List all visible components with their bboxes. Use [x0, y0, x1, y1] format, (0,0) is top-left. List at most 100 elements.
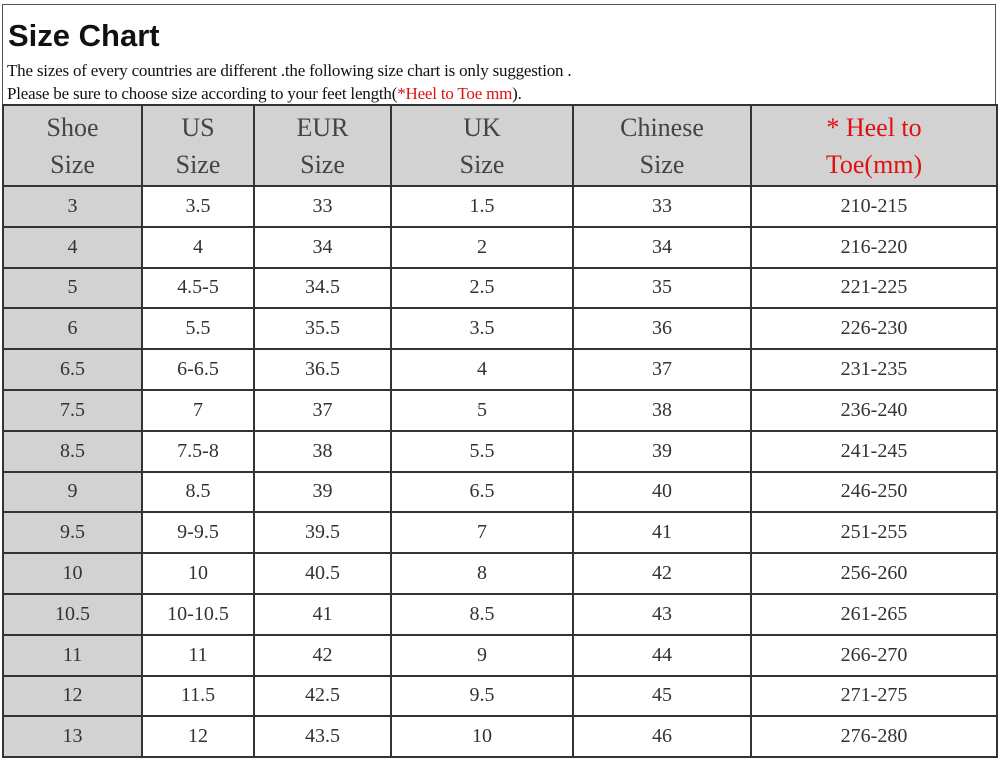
cell-shoe-size: 10.5 [2, 592, 143, 636]
cell-chinese-size: 43 [572, 592, 752, 636]
intro-line-2-suffix: ). [512, 84, 522, 103]
cell-chinese-size: 33 [572, 185, 752, 228]
table-row: 10.5 10-10.5 41 8.5 43 261-265 [2, 592, 998, 636]
table-row: 9 8.5 39 6.5 40 246-250 [2, 470, 998, 514]
cell-chinese-size: 34 [572, 225, 752, 269]
header-text: US [181, 112, 215, 142]
cell-us-size: 8.5 [141, 470, 255, 514]
cell-us-size: 9-9.5 [141, 511, 255, 555]
cell-us-size: 6-6.5 [141, 348, 255, 391]
header-shoe-size: Shoe Size [2, 104, 143, 187]
cell-eur-size: 38 [253, 429, 392, 473]
cell-uk-size: 5.5 [390, 429, 574, 473]
cell-eur-size: 42 [253, 633, 392, 677]
cell-chinese-size: 45 [572, 674, 752, 718]
cell-chinese-size: 35 [572, 266, 752, 310]
cell-eur-size: 40.5 [253, 552, 392, 595]
cell-heel-to-toe: 210-215 [750, 185, 998, 228]
heel-to-toe-note: *Heel to Toe mm [397, 84, 513, 103]
cell-uk-size: 8.5 [390, 592, 574, 636]
header-text: Size [459, 149, 505, 179]
cell-heel-to-toe: 266-270 [750, 633, 998, 677]
cell-us-size: 11.5 [141, 674, 255, 718]
cell-us-size: 3.5 [141, 185, 255, 228]
cell-shoe-size: 4 [2, 225, 143, 269]
table-row: 5 4.5-5 34.5 2.5 35 221-225 [2, 266, 998, 310]
page-title: Size Chart [8, 18, 160, 53]
cell-us-size: 4.5-5 [141, 266, 255, 310]
table-header-row: Shoe Size US Size EUR Size UK Size Chinese Size * … [2, 104, 998, 187]
cell-shoe-size: 11 [2, 633, 143, 677]
header-text: Size [50, 149, 95, 179]
table-row: 8.5 7.5-8 38 5.5 39 241-245 [2, 429, 998, 473]
size-table: Shoe Size US Size EUR Size UK Size Chinese Size * … [2, 104, 998, 759]
cell-heel-to-toe: 251-255 [750, 511, 998, 555]
cell-chinese-size: 41 [572, 511, 752, 555]
cell-heel-to-toe: 256-260 [750, 552, 998, 595]
header-text: Shoe [46, 112, 99, 142]
cell-heel-to-toe: 236-240 [750, 388, 998, 432]
cell-heel-to-toe: 276-280 [750, 715, 998, 759]
cell-uk-size: 1.5 [390, 185, 574, 228]
cell-eur-size: 34 [253, 225, 392, 269]
cell-shoe-size: 7.5 [2, 388, 143, 432]
cell-uk-size: 4 [390, 348, 574, 391]
cell-shoe-size: 3 [2, 185, 143, 228]
cell-eur-size: 33 [253, 185, 392, 228]
cell-eur-size: 36.5 [253, 348, 392, 391]
cell-uk-size: 8 [390, 552, 574, 595]
cell-shoe-size: 8.5 [2, 429, 143, 473]
header-chinese-size: Chinese Size [572, 104, 752, 187]
cell-eur-size: 41 [253, 592, 392, 636]
header-text: Toe(mm) [825, 149, 923, 179]
header-us-size: US Size [141, 104, 255, 187]
cell-heel-to-toe: 231-235 [750, 348, 998, 391]
table-row: 9.5 9-9.5 39.5 7 41 251-255 [2, 511, 998, 555]
table-row: 7.5 7 37 5 38 236-240 [2, 388, 998, 432]
cell-eur-size: 43.5 [253, 715, 392, 759]
header-text: UK [463, 112, 501, 142]
header-uk-size: UK Size [390, 104, 574, 187]
table-row: 12 11.5 42.5 9.5 45 271-275 [2, 674, 998, 718]
cell-us-size: 10-10.5 [141, 592, 255, 636]
cell-shoe-size: 12 [2, 674, 143, 718]
cell-shoe-size: 13 [2, 715, 143, 759]
cell-eur-size: 42.5 [253, 674, 392, 718]
header-text: EUR [296, 112, 349, 142]
header-eur-size: EUR Size [253, 104, 392, 187]
cell-heel-to-toe: 216-220 [750, 225, 998, 269]
intro-line-1: The sizes of every countries are differe… [7, 61, 572, 80]
table-row: 10 10 40.5 8 42 256-260 [2, 552, 998, 595]
table-row: 6.5 6-6.5 36.5 4 37 231-235 [2, 348, 998, 391]
header-text: Size [300, 149, 345, 179]
cell-eur-size: 35.5 [253, 307, 392, 351]
cell-us-size: 7 [141, 388, 255, 432]
cell-us-size: 12 [141, 715, 255, 759]
cell-uk-size: 2.5 [390, 266, 574, 310]
header-text: Size [175, 149, 221, 179]
table-row: 6 5.5 35.5 3.5 36 226-230 [2, 307, 998, 351]
cell-uk-size: 3.5 [390, 307, 574, 351]
cell-shoe-size: 5 [2, 266, 143, 310]
cell-eur-size: 39 [253, 470, 392, 514]
cell-shoe-size: 6 [2, 307, 143, 351]
cell-chinese-size: 37 [572, 348, 752, 391]
cell-us-size: 7.5-8 [141, 429, 255, 473]
cell-chinese-size: 36 [572, 307, 752, 351]
header-text: Chinese [620, 112, 704, 142]
table-row: 11 11 42 9 44 266-270 [2, 633, 998, 677]
header-text: * Heel to [826, 112, 922, 142]
cell-shoe-size: 10 [2, 552, 143, 595]
cell-us-size: 10 [141, 552, 255, 595]
intro-line-2: Please be sure to choose size according … [7, 84, 522, 104]
cell-shoe-size: 6.5 [2, 348, 143, 391]
cell-chinese-size: 46 [572, 715, 752, 759]
cell-chinese-size: 38 [572, 388, 752, 432]
header-text: Size [639, 149, 685, 179]
cell-uk-size: 5 [390, 388, 574, 432]
cell-eur-size: 34.5 [253, 266, 392, 310]
cell-uk-size: 6.5 [390, 470, 574, 514]
cell-eur-size: 39.5 [253, 511, 392, 555]
cell-heel-to-toe: 246-250 [750, 470, 998, 514]
cell-heel-to-toe: 226-230 [750, 307, 998, 351]
